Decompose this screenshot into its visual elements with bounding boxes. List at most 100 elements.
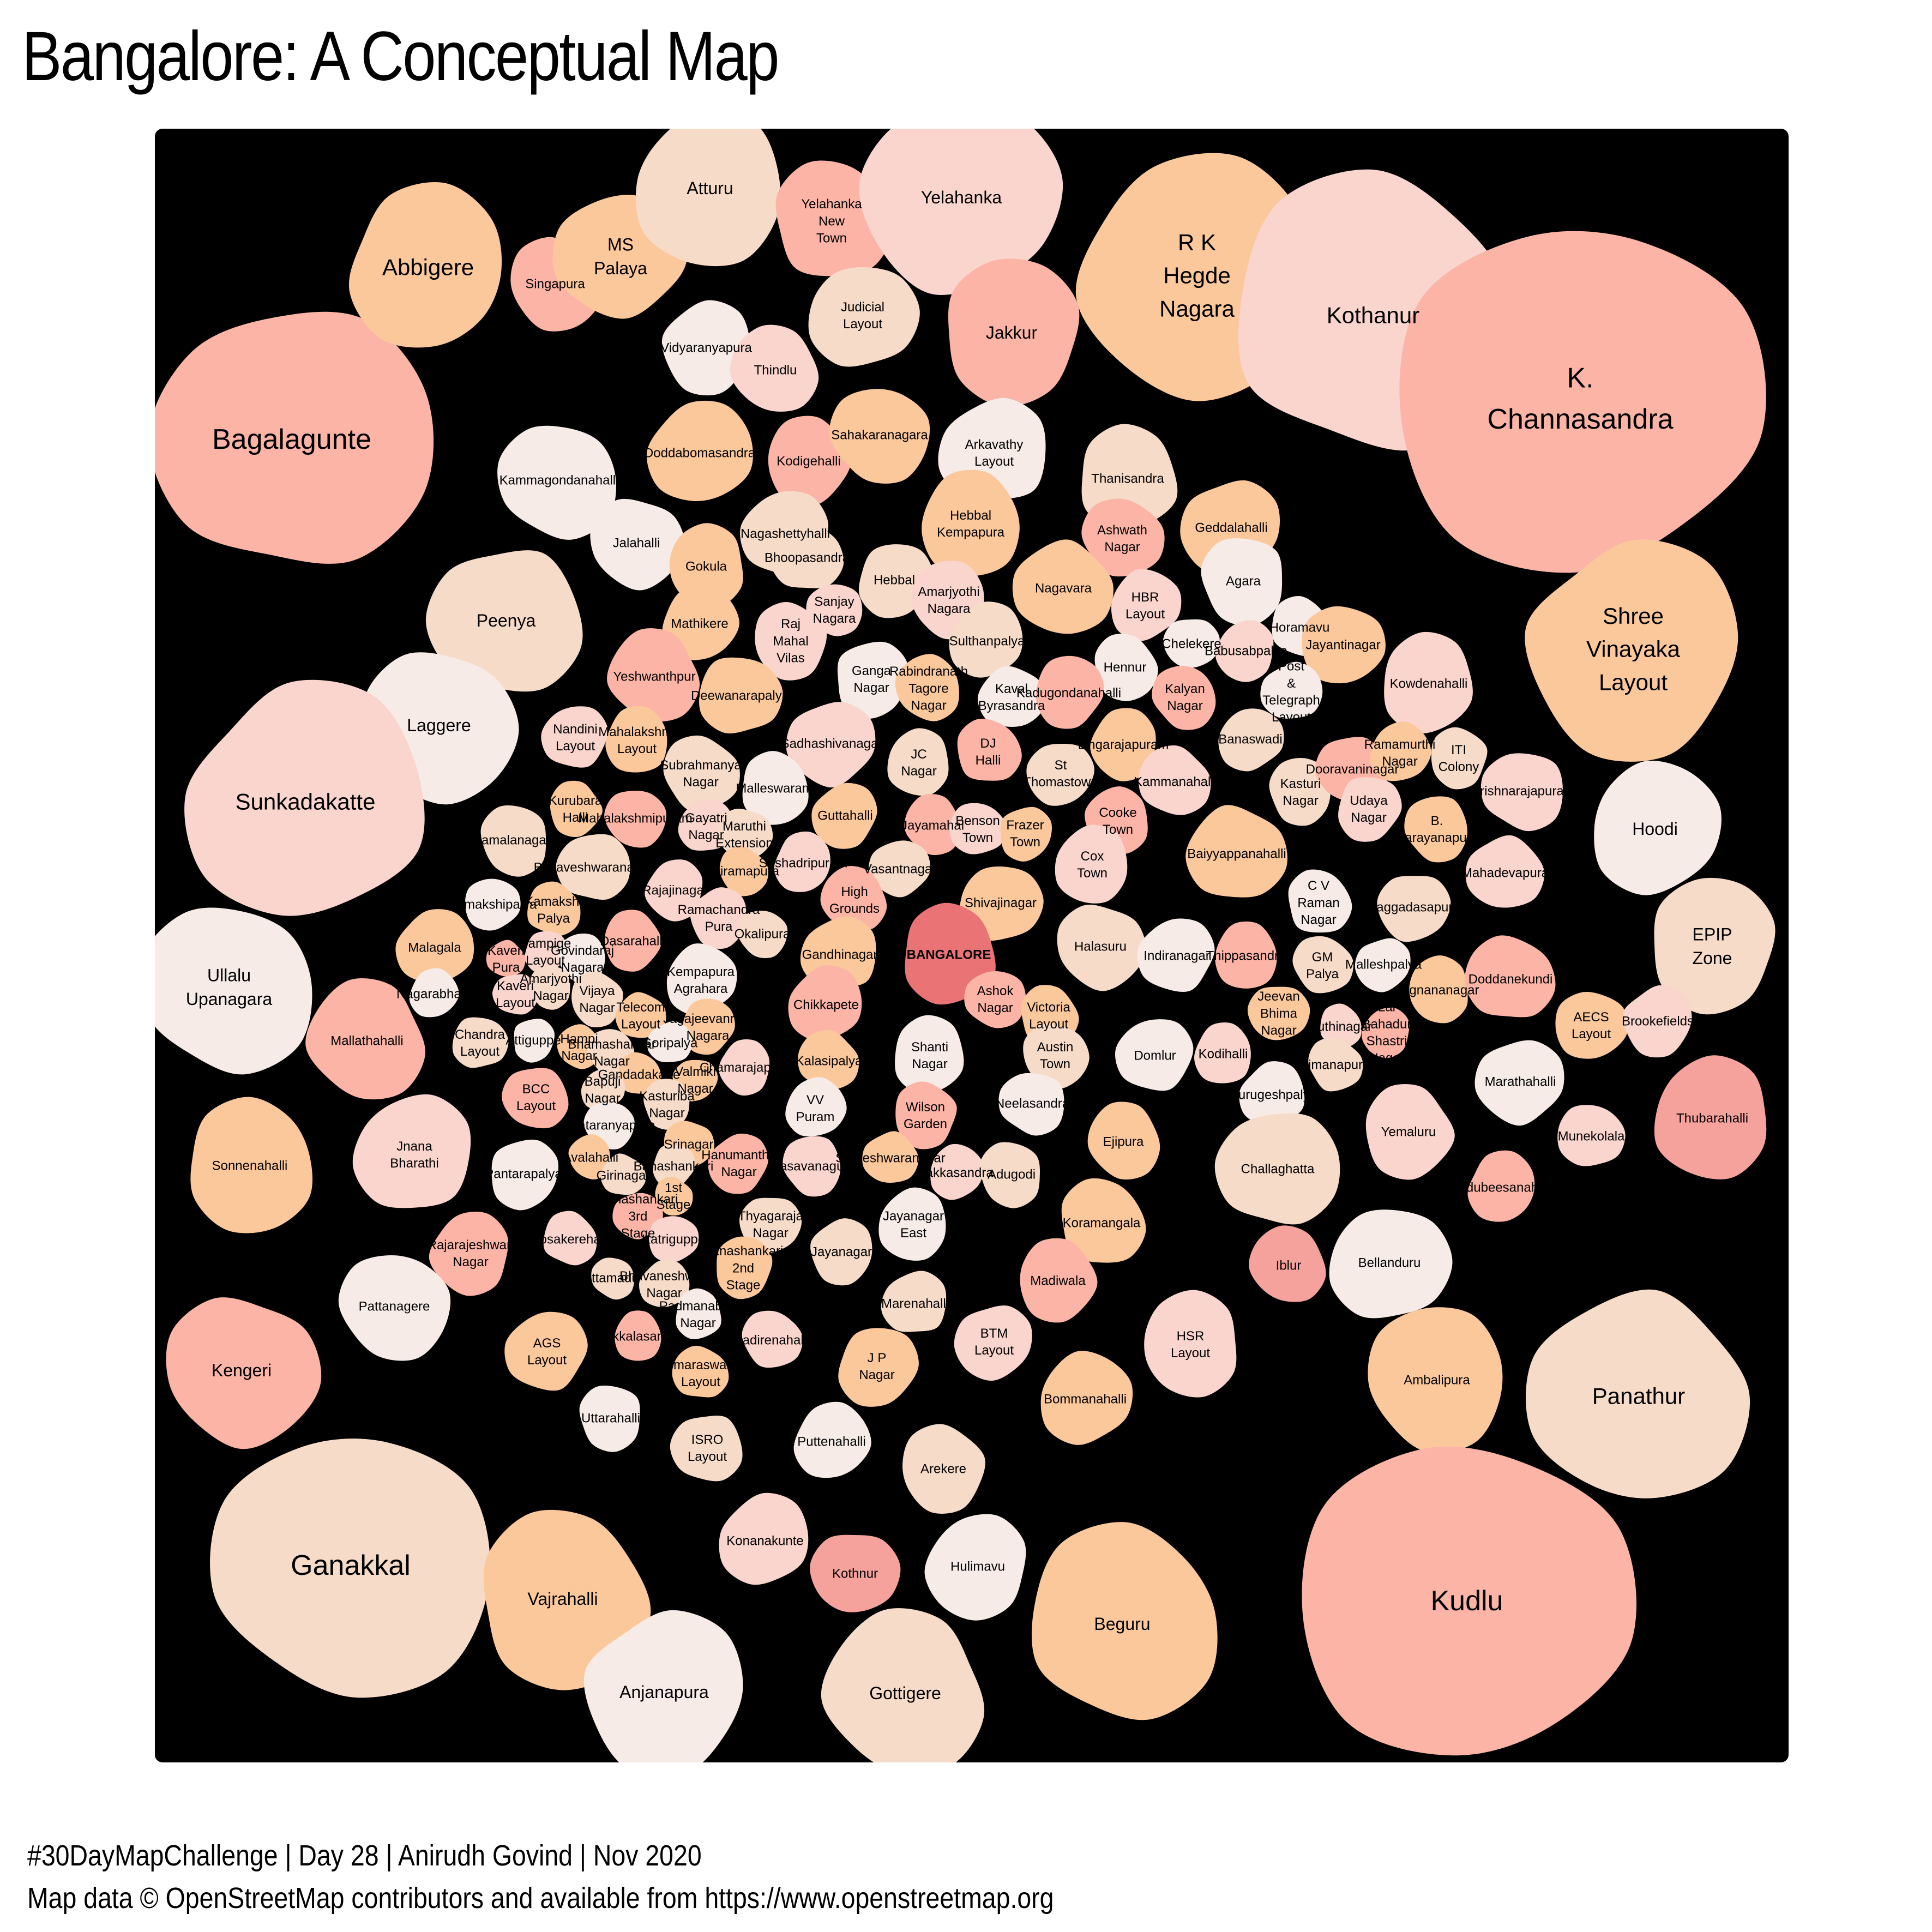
region-label-goripalya: Goripalya [642, 1036, 698, 1050]
region-label-st-thomastown: St Thomastown [1023, 758, 1098, 790]
region-label-chelekere: Chelekere [1161, 636, 1221, 651]
region-label-yelahanka-new-town: Yelahanka New Town [801, 197, 862, 245]
region-kowdenahalli [1384, 631, 1473, 733]
region-label-atturu: Atturu [687, 178, 733, 198]
region-bangalore [905, 902, 996, 1005]
region-nagarabhavi [409, 968, 459, 1018]
region-label-telecom-layout: Telecom Layout [616, 1000, 665, 1032]
region-kudlu [1302, 1446, 1637, 1756]
region-post-and-telegraph-layout [1260, 661, 1323, 719]
region-jnana-bharathi [352, 1094, 471, 1208]
region-sunkadakatte [184, 679, 425, 916]
region-dj-halli [957, 718, 1022, 781]
region-label-babusabpalya: Babusabpalya [1205, 643, 1288, 658]
region-banashankari [653, 1145, 696, 1188]
region-label-panathur: Panathur [1592, 1383, 1685, 1409]
region-label-rabindranath-tagore-nagar: Rabindranath Tagore Nagar [889, 664, 968, 713]
region-ganga-nagar [837, 641, 908, 719]
region-label-adugodi: Adugodi [988, 1167, 1036, 1182]
region-kamalanagara [480, 805, 546, 877]
region-kaveri-pura [486, 940, 526, 977]
region-label-lingarajapuram: Lingarajapuram [1078, 737, 1169, 752]
region-label-vajrahalli: Vajrahalli [527, 1589, 598, 1609]
region-label-nagavara: Nagavara [1035, 581, 1092, 595]
region-label-konanakunte: Konanakunte [726, 1533, 803, 1548]
region-label-jagajeevanram-nagara: Jagajeevanram Nagara [663, 1012, 753, 1043]
region-label-c-v-raman-nagar: C V Raman Nagar [1297, 878, 1339, 927]
region-label-yeshwanthpur: Yeshwanthpur [613, 669, 695, 684]
region-label-nagarabhavi: Nagarabhavi [396, 986, 471, 1001]
region-label-peenya: Peenya [477, 611, 536, 630]
region-kamakshi-palya [527, 881, 581, 936]
region-label-mahalakshmi-layout: Mahalakshmi Layout [598, 725, 675, 756]
region-label-basavanagudi: Basavanagudi [771, 1159, 854, 1173]
region-label-puttenahalli: Puttenahalli [797, 1434, 865, 1449]
region-label-post-and-telegraph-layout: Post & Telegraph Layout [1262, 659, 1320, 725]
region-arekere [902, 1424, 985, 1514]
region-label-gottigere: Gottigere [869, 1683, 941, 1703]
region-girinagar [600, 1153, 646, 1195]
region-label-maruthi-extension: Maruthi Extension [715, 819, 773, 851]
region-label-madiwala: Madiwala [1030, 1273, 1086, 1288]
region-nandini-layout [541, 706, 608, 768]
region-bhuvaneshwari-nagar [639, 1260, 690, 1308]
region-label-challaghatta: Challaghatta [1241, 1161, 1315, 1176]
region-label-vasantnagar: Vasantnagar [863, 862, 936, 876]
region-brookefields [1622, 985, 1692, 1058]
region-hsr-layout [1144, 1290, 1237, 1398]
region-amarjyothi-nagar [529, 965, 570, 1010]
region-label-kempapura-agrahara: Kempapura Agrahara [667, 965, 735, 996]
region-thindlu [730, 324, 819, 412]
region-label-bellanduru: Bellanduru [1358, 1255, 1421, 1270]
region-murugeshpalya [1239, 1061, 1305, 1126]
region-pattanagere [338, 1255, 451, 1361]
region-label-k-channasandra: K. Channasandra [1487, 363, 1673, 435]
region-label-murugeshpalya: Murugeshpalya [1227, 1087, 1317, 1102]
region-bagalagunte [155, 311, 434, 564]
region-kalasipalya [798, 1030, 859, 1090]
region-label-ags-layout: AGS Layout [527, 1336, 567, 1368]
region-label-jc-nagar: JC Nagar [901, 747, 936, 779]
region-jayamahal [904, 794, 961, 856]
region-label-sadhashivanagar: Sadhashivanagar [781, 736, 883, 751]
region-atturu [635, 129, 780, 267]
region-ramamurthi-nagar [1370, 721, 1431, 781]
region-label-iti-colony: ITI Colony [1439, 743, 1479, 774]
region-label-girinagar: Girinagar [597, 1168, 651, 1183]
region-label-ashwath-nagar: Ashwath Nagar [1097, 523, 1147, 555]
region-kothnur [810, 1534, 901, 1612]
region-label-hennur: Hennur [1104, 660, 1147, 675]
region-ashwath-nagar [1081, 498, 1165, 577]
region-label-doddanekundi: Doddanekundi [1468, 972, 1553, 986]
region-label-kalasipalya: Kalasipalya [796, 1054, 863, 1068]
region-maruthi-extension [717, 808, 773, 860]
region-label-marenahalli: Marenahalli [881, 1296, 949, 1311]
region-basavanagudi [783, 1136, 841, 1197]
region-label-shanti-nagar: Shanti Nagar [911, 1040, 948, 1072]
region-neelasandra [998, 1073, 1064, 1136]
region-agara [1201, 538, 1283, 627]
region-label-gokula: Gokula [685, 559, 727, 574]
region-label-frazer-town: Frazer Town [1006, 818, 1044, 850]
region-label-ejipura: Ejipura [1103, 1134, 1144, 1149]
region-domlur [1115, 1019, 1194, 1091]
region-pantarapalya [491, 1139, 559, 1211]
region-label-isro-layout: ISRO Layout [688, 1433, 727, 1464]
region-kasturiba-nagar [643, 1079, 690, 1130]
region-kempapura-agrahara [666, 943, 737, 1016]
region-label-seshadripuram: Seshadripuram [759, 856, 848, 870]
region-label-banashankari-2nd-stage: Banashankari 2nd Stage [703, 1244, 784, 1292]
region-label-amarjyothi-nagara: Amarjyothi Nagara [918, 585, 979, 616]
region-rajajinagar [645, 859, 703, 922]
region-label-udaya-nagar: Udaya Nagar [1350, 793, 1388, 825]
region-sulthanpalya [949, 601, 1023, 678]
region-austin-town [1023, 1024, 1090, 1090]
region-hebbal-kempapura [922, 470, 1020, 576]
region-label-ittamadu: Ittamadu [588, 1271, 639, 1285]
region-iblur [1249, 1225, 1326, 1302]
region-wilson-garden [895, 1081, 957, 1149]
region-kaggadasapura [1377, 876, 1451, 942]
region-label-sriramapura: Sriramapura [707, 864, 780, 878]
region-jalahalli [590, 498, 685, 591]
region-label-neelasandra: Neelasandra [995, 1096, 1070, 1111]
